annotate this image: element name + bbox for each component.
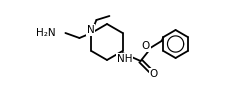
Text: NH: NH <box>117 54 132 64</box>
Text: O: O <box>142 41 150 51</box>
Text: N: N <box>87 25 94 35</box>
Text: O: O <box>149 69 158 79</box>
Text: H₂N: H₂N <box>36 28 55 38</box>
